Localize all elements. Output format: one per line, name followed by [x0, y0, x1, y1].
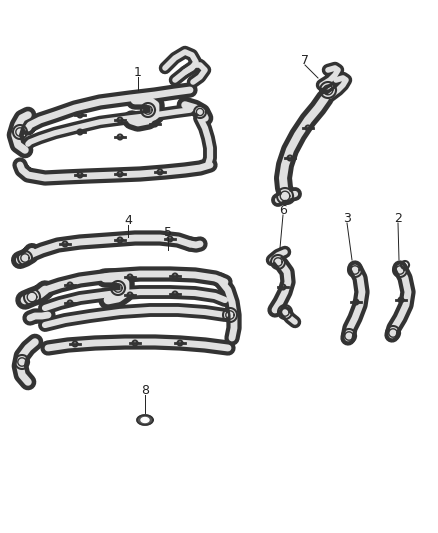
Text: 8: 8 — [141, 384, 149, 397]
Polygon shape — [137, 415, 153, 425]
Text: 1: 1 — [134, 66, 142, 78]
Text: 4: 4 — [124, 214, 132, 227]
Text: 6: 6 — [279, 204, 287, 216]
Polygon shape — [141, 417, 149, 423]
Text: 3: 3 — [343, 212, 351, 224]
Text: 2: 2 — [394, 212, 402, 224]
Text: 5: 5 — [164, 227, 172, 239]
Text: 7: 7 — [301, 53, 309, 67]
